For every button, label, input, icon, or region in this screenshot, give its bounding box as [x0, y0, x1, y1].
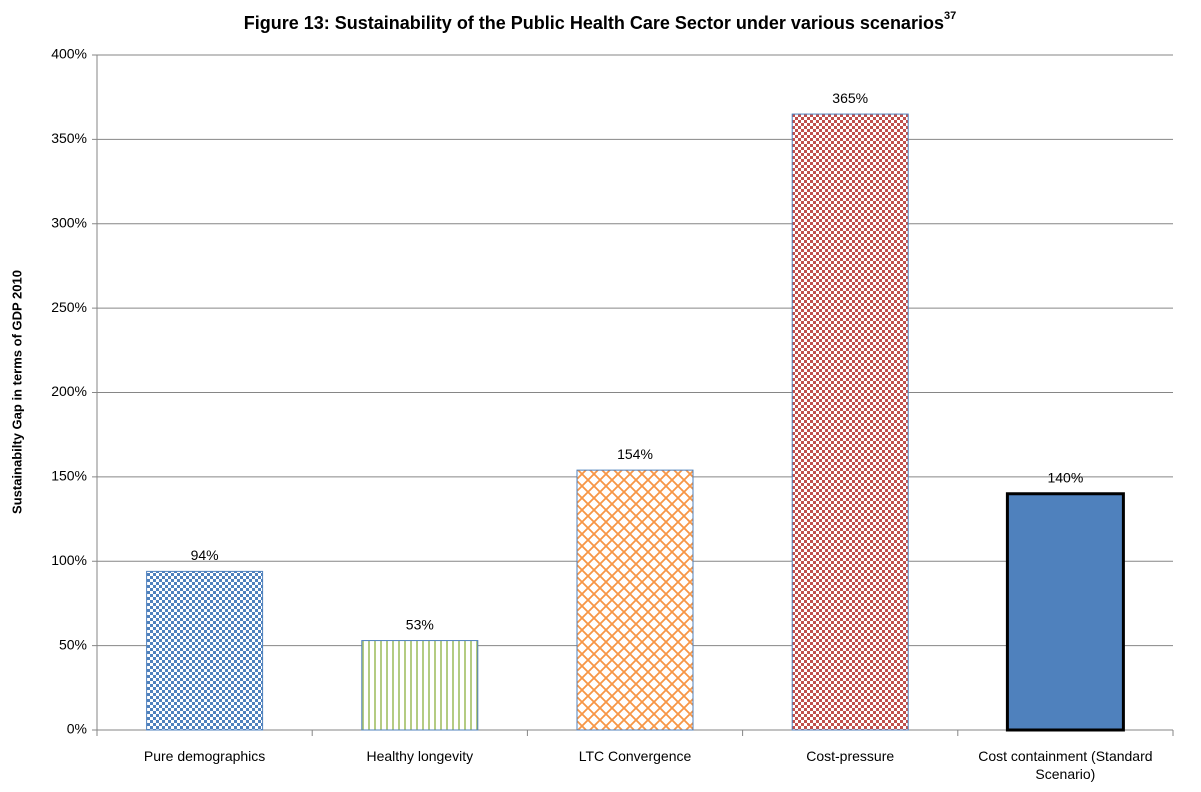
bar	[791, 113, 909, 731]
chart-title: Figure 13: Sustainability of the Public …	[244, 10, 956, 33]
y-tick-label: 250%	[51, 299, 87, 315]
y-tick-label: 0%	[67, 721, 87, 737]
y-tick-label: 100%	[51, 552, 87, 568]
title-text: Figure 13: Sustainability of the Public …	[244, 13, 944, 33]
y-tick-label: 50%	[59, 636, 87, 652]
y-tick-label: 300%	[51, 214, 87, 230]
bar	[361, 640, 479, 731]
title-superscript: 37	[944, 10, 956, 22]
bar	[1005, 492, 1125, 732]
data-label: 365%	[832, 90, 868, 106]
bar	[576, 469, 694, 731]
y-tick-label: 350%	[51, 130, 87, 146]
y-axis-label: Sustainabilty Gap in terms of GDP 2010	[9, 270, 24, 514]
x-tick-label: Healthy longevity	[366, 748, 474, 764]
data-label: 94%	[191, 547, 219, 563]
x-tick-label: Cost containment (Standard Scenario)	[978, 748, 1153, 782]
data-label: 53%	[406, 616, 434, 632]
x-tick-label: Pure demographics	[143, 748, 266, 764]
data-label: 140%	[1047, 469, 1083, 485]
data-label: 154%	[617, 446, 653, 462]
bar	[146, 570, 264, 731]
y-tick-label: 400%	[51, 46, 87, 62]
y-tick-label: 150%	[51, 468, 87, 484]
x-tick-label: LTC Convergence	[578, 748, 692, 764]
y-tick-label: 200%	[51, 383, 87, 399]
x-tick-label: Cost-pressure	[806, 748, 895, 764]
